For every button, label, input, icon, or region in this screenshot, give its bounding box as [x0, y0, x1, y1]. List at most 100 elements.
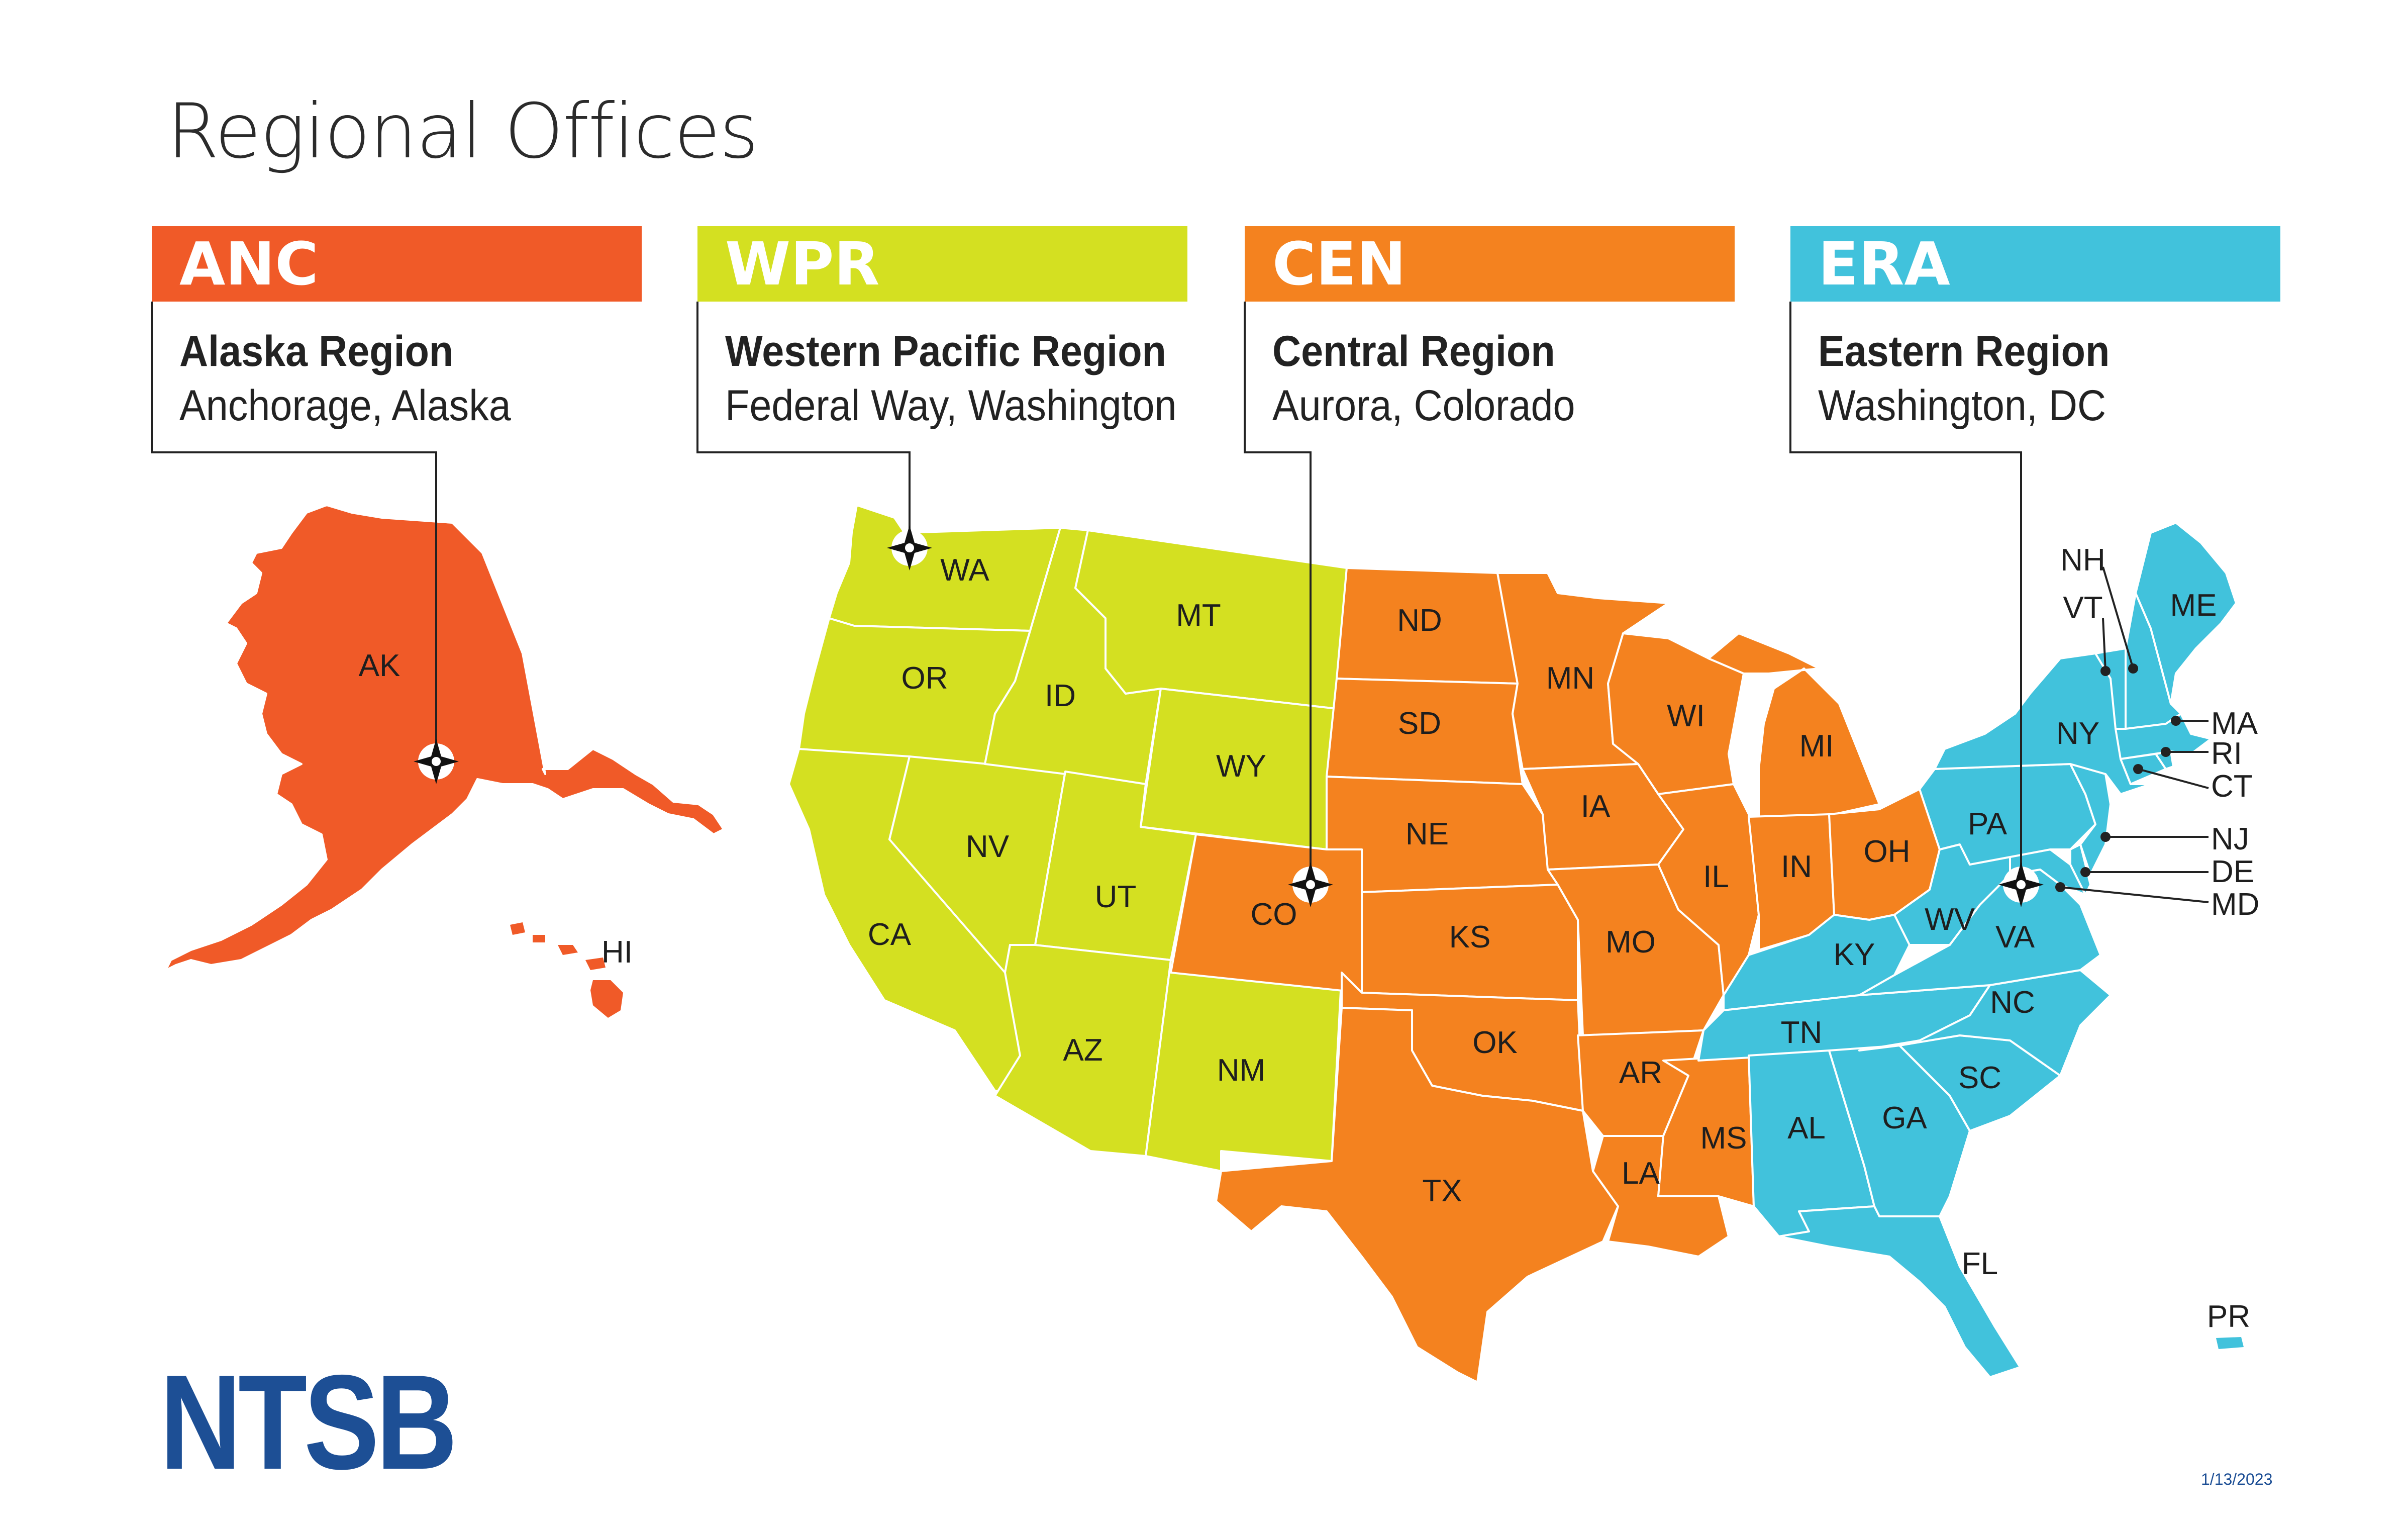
state-label-ks: KS: [1449, 920, 1491, 954]
state-label-pa: PA: [1968, 807, 2008, 841]
region-code-anc: ANC: [152, 226, 642, 302]
region-card-era: ERA Eastern Region Washington, DC: [1789, 226, 2280, 453]
map-date: 1/13/2023: [2201, 1470, 2273, 1488]
state-fl-shape: [1778, 1205, 2021, 1378]
state-label-ca: CA: [868, 917, 912, 952]
region-name-wpr: Western Pacific Region: [725, 327, 1166, 375]
state-label-ak: AK: [359, 648, 400, 683]
state-label-wi: WI: [1667, 699, 1705, 733]
state-label-vt: VT: [2063, 591, 2102, 625]
ntsb-logo: NTSB: [160, 1347, 458, 1497]
state-pr-shape: [2216, 1337, 2244, 1349]
state-label-md: MD: [2211, 887, 2259, 922]
state-label-sd: SD: [1398, 706, 1441, 741]
state-label-nd: ND: [1397, 603, 1442, 638]
state-label-ia: IA: [1581, 789, 1611, 824]
region-code-era: ERA: [1790, 226, 2280, 302]
state-label-oh: OH: [1864, 834, 1911, 869]
region-card-wpr: WPR Western Pacific Region Federal Way, …: [696, 226, 1187, 453]
region-card-outline: [151, 302, 297, 453]
region-card-outline: [1789, 302, 2021, 453]
state-label-fl: FL: [1962, 1247, 1998, 1281]
md-leader-line: [2060, 886, 2209, 903]
state-nc-shape: [1858, 969, 2112, 1077]
state-label-wv: WV: [1925, 902, 1975, 937]
nj-marker: [2100, 832, 2111, 842]
region-code-wpr: WPR: [697, 226, 1187, 302]
aurora-office-star-icon: [1288, 862, 1333, 907]
state-label-ar: AR: [1619, 1056, 1662, 1090]
state-label-ms: MS: [1700, 1121, 1747, 1156]
state-ks-shape: [1361, 884, 1579, 1001]
anchorage-office-star-icon: [414, 739, 459, 784]
ri-marker: [2161, 747, 2171, 757]
state-tx-shape: [1215, 1007, 1619, 1383]
state-label-id: ID: [1045, 679, 1076, 713]
region-city-anc: Anchorage, Alaska: [179, 381, 511, 430]
state-label-az: AZ: [1063, 1033, 1102, 1068]
page-title: Regional Offices: [167, 88, 759, 175]
state-label-de: DE: [2211, 854, 2254, 889]
region-card-outline: [696, 302, 910, 453]
region-card-cen: CEN Central Region Aurora, Colorado: [1244, 226, 1735, 453]
ct-marker: [2133, 764, 2143, 774]
state-label-ct: CT: [2211, 769, 2253, 804]
state-label-ny: NY: [2056, 716, 2099, 751]
region-city-era: Washington, DC: [1818, 381, 2106, 430]
md-marker: [2055, 882, 2065, 892]
state-label-ne: NE: [1406, 817, 1449, 851]
state-label-nj: NJ: [2211, 822, 2249, 856]
state-label-mt: MT: [1176, 598, 1221, 633]
state-label-ga: GA: [1882, 1101, 1927, 1135]
de-marker: [2080, 867, 2090, 877]
state-label-il: IL: [1703, 859, 1729, 894]
vt-marker: [2100, 666, 2111, 676]
state-label-sc: SC: [1958, 1061, 2001, 1095]
state-label-nc: NC: [1990, 985, 2035, 1020]
state-label-la: LA: [1622, 1156, 1660, 1191]
washington-dc-office-star-icon: [1998, 862, 2044, 907]
nh-marker: [2128, 663, 2138, 674]
state-az-shape: [994, 944, 1172, 1157]
state-label-mn: MN: [1546, 661, 1594, 696]
state-label-ri: RI: [2211, 736, 2242, 771]
state-label-ma: MA: [2211, 706, 2258, 741]
ma-marker: [2171, 716, 2181, 726]
region-city-wpr: Federal Way, Washington: [725, 381, 1177, 430]
state-nj-shape: [2069, 763, 2112, 876]
state-label-hi: HI: [601, 935, 633, 970]
state-label-pr: PR: [2207, 1299, 2250, 1334]
state-label-tx: TX: [1422, 1174, 1462, 1208]
state-label-ok: OK: [1472, 1025, 1518, 1060]
state-label-tn: TN: [1781, 1015, 1823, 1050]
region-name-anc: Alaska Region: [179, 327, 454, 375]
state-label-in: IN: [1781, 849, 1812, 884]
region-name-cen: Central Region: [1272, 327, 1555, 375]
state-label-ky: KY: [1834, 937, 1875, 972]
state-label-co: CO: [1251, 897, 1297, 932]
state-ak-shape: [165, 504, 725, 971]
lake-michigan: [1739, 684, 1764, 769]
region-card-anc: ANC Alaska Region Anchorage, Alaska: [151, 226, 642, 453]
federal-way-office-star-icon: [887, 525, 932, 570]
vt-leader-line: [2102, 618, 2106, 672]
state-label-mi: MI: [1799, 729, 1834, 763]
state-label-al: AL: [1787, 1111, 1826, 1145]
state-label-mo: MO: [1606, 925, 1656, 960]
state-me-shape: [2135, 522, 2237, 705]
region-city-cen: Aurora, Colorado: [1272, 381, 1575, 430]
state-label-nm: NM: [1217, 1053, 1265, 1088]
state-label-wa: WA: [940, 553, 989, 588]
state-label-nh: NH: [2060, 543, 2105, 578]
ct-leader-line: [2138, 768, 2209, 789]
state-sd-shape: [1326, 678, 1524, 785]
region-code-cen: CEN: [1245, 226, 1735, 302]
state-label-ut: UT: [1095, 880, 1137, 914]
state-label-nv: NV: [966, 829, 1010, 864]
region-card-outline: [1244, 302, 1311, 453]
state-label-or: OR: [901, 661, 948, 696]
region-name-era: Eastern Region: [1818, 327, 2110, 375]
state-label-me: ME: [2170, 588, 2217, 623]
nh-leader-line: [2102, 566, 2134, 669]
